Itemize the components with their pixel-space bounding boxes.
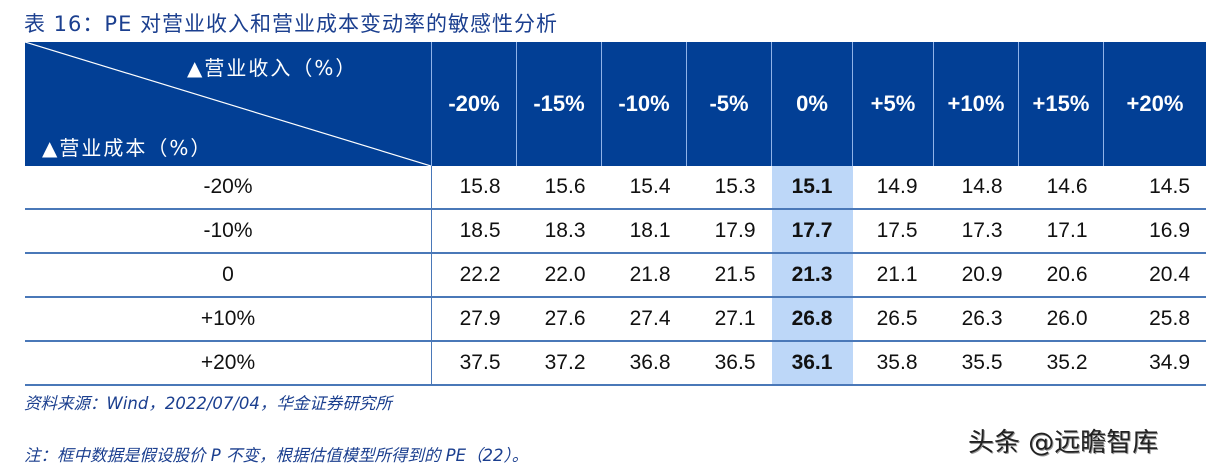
footnote: 注：框中数据是假设股价 P 不变，根据估值模型所得到的 PE（22）。: [24, 446, 529, 465]
table-cell: 14.5: [1103, 166, 1206, 210]
table-cell: 17.3: [933, 209, 1019, 254]
table-cell: 27.9: [431, 297, 517, 342]
table-cell: 37.5: [431, 341, 517, 386]
table-cell: 15.6: [516, 166, 602, 210]
column-header: -15%: [516, 42, 602, 166]
source-note: 资料来源：Wind，2022/07/04，华金证券研究所: [24, 394, 392, 413]
table-cell: 26.5: [852, 297, 934, 342]
table-cell: 15.4: [601, 166, 687, 210]
column-header: +15%: [1018, 42, 1104, 166]
table-cell: 26.0: [1018, 297, 1104, 342]
revenue-axis-label: ▲营业收入（%）: [187, 56, 358, 80]
sensitivity-table: ▲营业收入（%） ▲营业成本（%） -20% -15% -10% -5% 0% …: [25, 42, 1206, 386]
row-label: +20%: [25, 341, 432, 386]
column-header: -20%: [431, 42, 517, 166]
row-label: 0: [25, 253, 432, 298]
table-cell: 17.1: [1018, 209, 1104, 254]
diagonal-divider: [25, 42, 431, 166]
table-cell: 14.8: [933, 166, 1019, 210]
table-cell: 27.4: [601, 297, 687, 342]
table-cell: 17.5: [852, 209, 934, 254]
table-cell: 34.9: [1103, 341, 1206, 386]
header-row: ▲营业收入（%） ▲营业成本（%） -20% -15% -10% -5% 0% …: [25, 42, 1206, 166]
table-cell: 27.1: [686, 297, 772, 342]
table-cell: 36.5: [686, 341, 772, 386]
table-cell: 14.9: [852, 166, 934, 210]
table-cell: 35.5: [933, 341, 1019, 386]
table-row: -10% 18.5 18.3 18.1 17.9 17.7 17.5 17.3 …: [25, 209, 1206, 254]
table-cell: 16.9: [1103, 209, 1206, 254]
column-header: +20%: [1103, 42, 1206, 166]
table-cell: 20.6: [1018, 253, 1104, 298]
watermark: 头条 @远瞻智库: [968, 428, 1159, 458]
highlight-cell: 26.8: [771, 297, 853, 342]
table-cell: 26.3: [933, 297, 1019, 342]
table-cell: 21.5: [686, 253, 772, 298]
highlight-cell: 15.1: [771, 166, 853, 210]
row-label: +10%: [25, 297, 432, 342]
table-cell: 21.1: [852, 253, 934, 298]
cost-axis-label: ▲营业成本（%）: [42, 136, 213, 160]
row-label: -10%: [25, 209, 432, 254]
table-cell: 20.4: [1103, 253, 1206, 298]
caption-prefix: 表 16：: [24, 12, 105, 36]
table-cell: 35.2: [1018, 341, 1104, 386]
table-cell: 36.8: [601, 341, 687, 386]
column-header: -5%: [686, 42, 772, 166]
table-cell: 22.0: [516, 253, 602, 298]
table-row: 0 22.2 22.0 21.8 21.5 21.3 21.1 20.9 20.…: [25, 253, 1206, 298]
highlight-cell: 36.1: [771, 341, 853, 386]
corner-header-cell: ▲营业收入（%） ▲营业成本（%）: [25, 42, 432, 166]
column-header: +5%: [852, 42, 934, 166]
table-cell: 15.3: [686, 166, 772, 210]
table-row: +10% 27.9 27.6 27.4 27.1 26.8 26.5 26.3 …: [25, 297, 1206, 342]
table-cell: 22.2: [431, 253, 517, 298]
table-cell: 14.6: [1018, 166, 1104, 210]
table-cell: 27.6: [516, 297, 602, 342]
column-header: -10%: [601, 42, 687, 166]
column-header-highlight: 0%: [771, 42, 853, 166]
table-cell: 18.1: [601, 209, 687, 254]
table-cell: 18.5: [431, 209, 517, 254]
table-cell: 25.8: [1103, 297, 1206, 342]
table-cell: 17.9: [686, 209, 772, 254]
table-cell: 15.8: [431, 166, 517, 210]
highlight-cell: 21.3: [771, 253, 853, 298]
table-cell: 18.3: [516, 209, 602, 254]
table-cell: 37.2: [516, 341, 602, 386]
table-cell: 21.8: [601, 253, 687, 298]
row-label: -20%: [25, 166, 432, 210]
table-cell: 35.8: [852, 341, 934, 386]
table-cell: 20.9: [933, 253, 1019, 298]
table-row: +20% 37.5 37.2 36.8 36.5 36.1 35.8 35.5 …: [25, 341, 1206, 386]
highlight-cell: 17.7: [771, 209, 853, 254]
table-row: -20% 15.8 15.6 15.4 15.3 15.1 14.9 14.8 …: [25, 166, 1206, 210]
table-caption: 表 16：PE 对营业收入和营业成本变动率的敏感性分析: [24, 8, 558, 38]
caption-text: PE 对营业收入和营业成本变动率的敏感性分析: [104, 12, 559, 36]
column-header: +10%: [933, 42, 1019, 166]
